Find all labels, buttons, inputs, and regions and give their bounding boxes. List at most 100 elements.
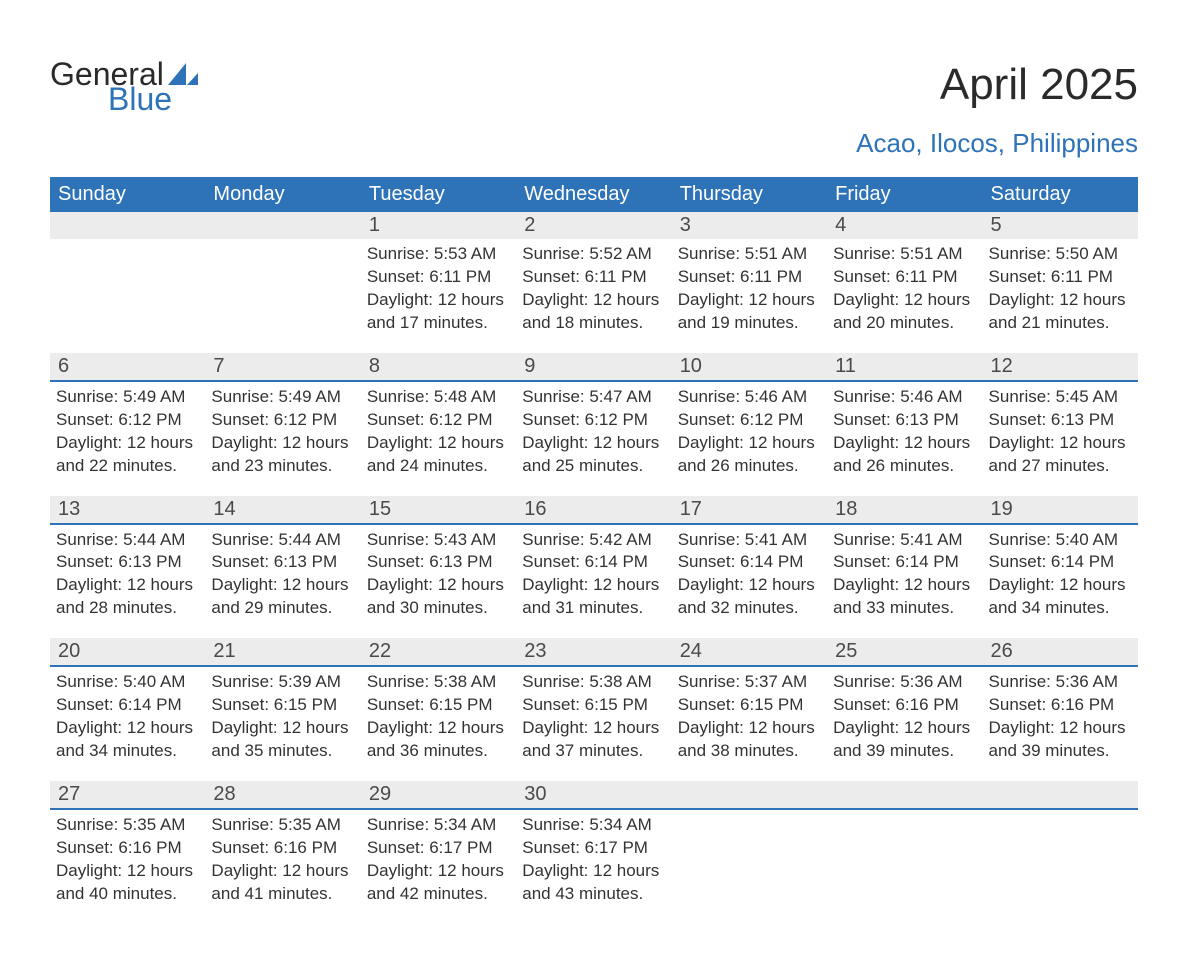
day-content: Sunrise: 5:51 AMSunset: 6:11 PMDaylight:… — [833, 239, 976, 335]
day-cell: Sunrise: 5:50 AMSunset: 6:11 PMDaylight:… — [983, 239, 1138, 353]
day-daylight2: and 34 minutes. — [56, 740, 199, 763]
day-sunrise: Sunrise: 5:35 AM — [211, 814, 354, 837]
day-sunrise: Sunrise: 5:38 AM — [367, 671, 510, 694]
day-sunrise: Sunrise: 5:48 AM — [367, 386, 510, 409]
day-sunrise: Sunrise: 5:41 AM — [833, 529, 976, 552]
day-daylight1: Daylight: 12 hours — [989, 574, 1132, 597]
day-daylight1: Daylight: 12 hours — [367, 717, 510, 740]
day-cell: Sunrise: 5:47 AMSunset: 6:12 PMDaylight:… — [516, 381, 671, 496]
day-content: Sunrise: 5:44 AMSunset: 6:13 PMDaylight:… — [56, 525, 199, 621]
day-content: Sunrise: 5:35 AMSunset: 6:16 PMDaylight:… — [56, 810, 199, 906]
week-content-row: Sunrise: 5:44 AMSunset: 6:13 PMDaylight:… — [50, 524, 1138, 639]
weekday-header: Wednesday — [516, 177, 671, 212]
day-number-cell — [983, 781, 1138, 809]
week-content-row: Sunrise: 5:40 AMSunset: 6:14 PM Daylight:… — [50, 666, 1138, 781]
day-daylight1: Daylight: 12 hours — [678, 289, 821, 312]
day-daylight1: Daylight: 12 hours — [522, 289, 665, 312]
day-cell: Sunrise: 5:46 AMSunset: 6:12 PMDaylight:… — [672, 381, 827, 496]
day-cell: Sunrise: 5:51 AMSunset: 6:11 PMDaylight:… — [672, 239, 827, 353]
day-content: Sunrise: 5:43 AMSunset: 6:13 PMDaylight:… — [367, 525, 510, 621]
day-daylight1: Daylight: 12 hours — [989, 432, 1132, 455]
day-daylight1: Daylight: 12 hours — [833, 289, 976, 312]
day-daylight2: and 30 minutes. — [367, 597, 510, 620]
day-cell: Sunrise: 5:46 AMSunset: 6:13 PMDaylight:… — [827, 381, 982, 496]
day-cell: Sunrise: 5:35 AMSunset: 6:16 PMDaylight:… — [205, 809, 360, 924]
day-number-cell — [672, 781, 827, 809]
day-content: Sunrise: 5:41 AMSunset: 6:14 PMDaylight:… — [833, 525, 976, 621]
day-number-cell: 5 — [983, 212, 1138, 239]
day-sunset: Sunset: 6:14 PM — [833, 551, 976, 574]
day-sunset: Sunset: 6:11 PM — [367, 266, 510, 289]
day-sunset: Sunset: 6:13 PM — [56, 551, 199, 574]
day-cell: Sunrise: 5:45 AMSunset: 6:13 PMDaylight:… — [983, 381, 1138, 496]
day-daylight2: and 40 minutes. — [56, 883, 199, 906]
day-daylight1: Daylight: 12 hours — [367, 289, 510, 312]
day-sunrise: Sunrise: 5:42 AM — [522, 529, 665, 552]
day-cell: Sunrise: 5:48 AMSunset: 6:12 PMDaylight:… — [361, 381, 516, 496]
day-cell — [983, 809, 1138, 924]
day-daylight2: and 34 minutes. — [989, 597, 1132, 620]
day-daylight1: Daylight: 12 hours — [522, 860, 665, 883]
day-number-row: 13141516171819 — [50, 496, 1138, 524]
day-cell: Sunrise: 5:51 AMSunset: 6:11 PMDaylight:… — [827, 239, 982, 353]
day-number-cell: 4 — [827, 212, 982, 239]
day-cell: Sunrise: 5:52 AMSunset: 6:11 PMDaylight:… — [516, 239, 671, 353]
day-cell: Sunrise: 5:41 AMSunset: 6:14 PMDaylight:… — [672, 524, 827, 639]
day-number-cell: 7 — [205, 353, 360, 381]
day-sunset: Sunset: 6:11 PM — [522, 266, 665, 289]
day-number-cell: 23 — [516, 638, 671, 666]
day-number-cell: 26 — [983, 638, 1138, 666]
day-sunset: Sunset: 6:12 PM — [56, 409, 199, 432]
day-daylight1: Daylight: 12 hours — [211, 860, 354, 883]
day-sunset: Sunset: 6:14 PM — [56, 694, 199, 717]
day-sunset: Sunset: 6:13 PM — [211, 551, 354, 574]
week-content-row: Sunrise: 5:53 AMSunset: 6:11 PMDaylight:… — [50, 239, 1138, 353]
day-number-cell — [205, 212, 360, 239]
day-daylight2: and 18 minutes. — [522, 312, 665, 335]
day-daylight2: and 17 minutes. — [367, 312, 510, 335]
day-daylight2: and 32 minutes. — [678, 597, 821, 620]
week-content-row: Sunrise: 5:49 AMSunset: 6:12 PMDaylight:… — [50, 381, 1138, 496]
day-sunrise: Sunrise: 5:40 AM — [989, 529, 1132, 552]
day-number-cell: 14 — [205, 496, 360, 524]
day-daylight1: Daylight: 12 hours — [211, 717, 354, 740]
day-sunrise: Sunrise: 5:51 AM — [678, 243, 821, 266]
day-number-row: 20212223242526 — [50, 638, 1138, 666]
day-sunrise: Sunrise: 5:40 AM — [56, 671, 199, 694]
day-sunrise: Sunrise: 5:53 AM — [367, 243, 510, 266]
day-content: Sunrise: 5:34 AMSunset: 6:17 PMDaylight:… — [522, 810, 665, 906]
day-daylight2: and 43 minutes. — [522, 883, 665, 906]
day-daylight2: and 28 minutes. — [56, 597, 199, 620]
day-sunset: Sunset: 6:16 PM — [989, 694, 1132, 717]
day-content: Sunrise: 5:36 AMSunset: 6:16 PMDaylight:… — [833, 667, 976, 763]
day-cell — [205, 239, 360, 353]
day-sunrise: Sunrise: 5:51 AM — [833, 243, 976, 266]
day-daylight1: Daylight: 12 hours — [678, 717, 821, 740]
day-daylight2: and 41 minutes. — [211, 883, 354, 906]
day-sunrise: Sunrise: 5:45 AM — [989, 386, 1132, 409]
day-sunrise: Sunrise: 5:37 AM — [678, 671, 821, 694]
day-number-cell: 20 — [50, 638, 205, 666]
day-number-cell: 2 — [516, 212, 671, 239]
day-number-cell: 24 — [672, 638, 827, 666]
day-number-row: 12345 — [50, 212, 1138, 239]
day-sunrise: Sunrise: 5:36 AM — [989, 671, 1132, 694]
day-cell: Sunrise: 5:35 AMSunset: 6:16 PMDaylight:… — [50, 809, 205, 924]
day-sunset: Sunset: 6:13 PM — [833, 409, 976, 432]
day-daylight1: Daylight: 12 hours — [211, 432, 354, 455]
page: General Blue April 2025 Acao, Ilocos, Ph… — [0, 0, 1188, 964]
day-number-cell: 13 — [50, 496, 205, 524]
day-daylight2: and 33 minutes. — [833, 597, 976, 620]
day-sunrise: Sunrise: 5:39 AM — [211, 671, 354, 694]
day-sunset: Sunset: 6:13 PM — [989, 409, 1132, 432]
day-sunset: Sunset: 6:12 PM — [522, 409, 665, 432]
day-sunset: Sunset: 6:16 PM — [211, 837, 354, 860]
day-daylight1: Daylight: 12 hours — [56, 574, 199, 597]
day-cell — [672, 809, 827, 924]
day-content: Sunrise: 5:38 AMSunset: 6:15 PMDaylight:… — [367, 667, 510, 763]
day-number-cell: 19 — [983, 496, 1138, 524]
day-sunrise: Sunrise: 5:49 AM — [56, 386, 199, 409]
day-daylight2: and 25 minutes. — [522, 455, 665, 478]
logo-text: General Blue — [50, 60, 198, 114]
day-content: Sunrise: 5:52 AMSunset: 6:11 PMDaylight:… — [522, 239, 665, 335]
